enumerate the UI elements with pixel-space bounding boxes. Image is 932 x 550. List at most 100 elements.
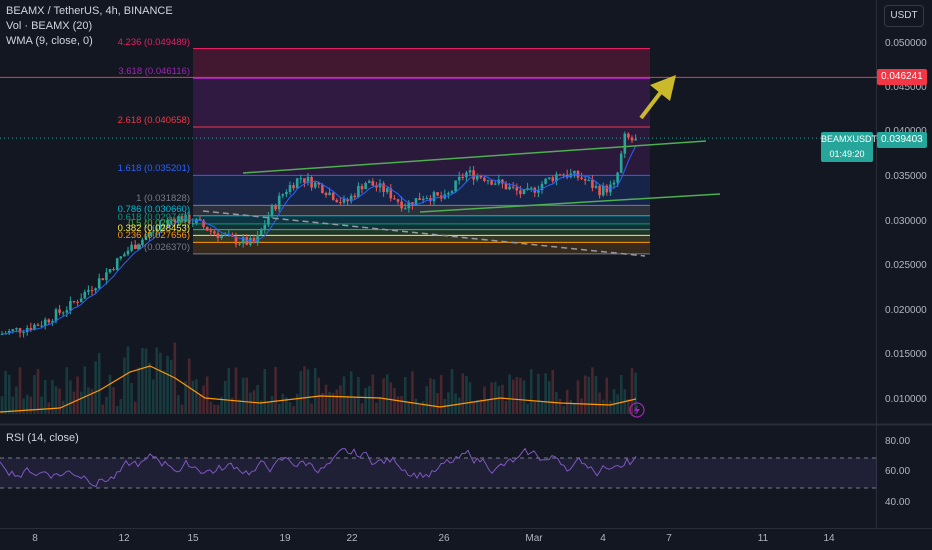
candle-body: [94, 288, 97, 291]
candle-body: [295, 178, 299, 189]
candle-body: [493, 183, 497, 185]
volume-bar: [267, 402, 270, 414]
volume-bar: [634, 372, 637, 414]
candle-body: [601, 185, 605, 196]
candle-body: [594, 185, 598, 188]
candle-body: [558, 174, 562, 176]
volume-bar: [367, 386, 371, 414]
volume-bar: [619, 374, 623, 414]
price-axis-tick: 0.015000: [885, 349, 927, 360]
volume-bar: [454, 393, 457, 414]
candle-body: [447, 193, 450, 195]
volume-bar: [504, 401, 508, 414]
volume-bar: [58, 388, 61, 414]
volume-bar: [249, 392, 252, 414]
volume-bar: [238, 399, 241, 414]
volume-bar: [490, 382, 493, 414]
volume-bar: [36, 368, 40, 414]
candle-body: [245, 237, 249, 245]
volume-bar: [90, 389, 94, 414]
candle-body: [259, 229, 263, 235]
volume-bar: [259, 400, 263, 414]
candle-body: [252, 238, 256, 244]
volume-bar: [551, 369, 555, 414]
volume-bar: [61, 400, 65, 414]
candle-body: [130, 244, 133, 251]
volume-bar: [522, 380, 526, 414]
volume-bar: [303, 366, 306, 414]
candle-body: [367, 181, 371, 183]
symbol-title[interactable]: BEAMX / TetherUS, 4h, BINANCE: [6, 5, 173, 17]
fib-zone: [193, 215, 650, 224]
volume-bar: [457, 397, 461, 414]
volume-bar: [281, 393, 285, 414]
candle-body: [400, 201, 403, 209]
candle-body: [97, 278, 101, 289]
rsi-band: [0, 458, 877, 488]
volume-bar: [479, 399, 483, 414]
candle-body: [47, 319, 51, 323]
candle-body: [375, 185, 378, 188]
rsi-label[interactable]: RSI (14, close): [6, 432, 79, 444]
volume-indicator-label[interactable]: Vol · BEAMX (20): [6, 20, 93, 32]
volume-bar: [389, 382, 393, 414]
volume-bar: [573, 403, 576, 414]
wma-indicator-label[interactable]: WMA (9, close, 0): [6, 35, 93, 47]
candle-body: [436, 192, 439, 196]
volume-bar: [299, 371, 303, 414]
candle-body: [18, 328, 22, 333]
candle-body: [36, 324, 40, 326]
candle-body: [281, 194, 285, 196]
volume-bar: [119, 399, 123, 414]
symbol-tag-name: BEAMXUSDT: [821, 134, 878, 144]
volume-bar: [447, 392, 450, 414]
candle-body: [0, 333, 4, 335]
candle-body: [547, 177, 551, 179]
volume-bar: [295, 393, 299, 414]
candle-body: [33, 324, 36, 330]
candle-body: [349, 195, 353, 202]
volume-bar: [288, 402, 292, 414]
volume-bar: [195, 379, 198, 414]
candle-body: [562, 174, 565, 176]
volume-bar: [101, 404, 105, 414]
candle-body: [209, 230, 213, 232]
candle-body: [234, 236, 238, 245]
volume-bar: [616, 394, 619, 414]
candle-body: [385, 188, 389, 193]
candle-body: [360, 185, 364, 190]
volume-bar: [130, 382, 133, 414]
candle-body: [429, 197, 432, 202]
candle-body: [583, 179, 587, 181]
volume-bar: [256, 384, 259, 414]
candle-body: [213, 231, 216, 234]
rsi-axis-tick: 40.00: [885, 497, 911, 508]
candle-body: [155, 228, 159, 232]
candle-body: [180, 216, 184, 222]
volume-bar: [87, 387, 90, 414]
time-axis-tick: 15: [187, 533, 199, 544]
volume-bar: [558, 398, 562, 414]
time-axis-tick: 26: [438, 533, 450, 544]
candle-body: [407, 202, 411, 209]
candle-body: [112, 269, 115, 271]
candle-body: [220, 235, 223, 239]
candle-body: [216, 233, 220, 239]
fib-level-label: 0.618 (0.029743): [117, 211, 190, 223]
candle-body: [623, 133, 627, 154]
currency-button[interactable]: USDT: [884, 5, 924, 27]
volume-bar: [79, 391, 83, 414]
candle-body: [191, 223, 195, 225]
candle-body: [335, 199, 339, 203]
candle-body: [461, 176, 465, 178]
volume-bar: [223, 380, 227, 414]
volume-bar: [425, 386, 429, 414]
volume-bar: [144, 348, 148, 414]
volume-bar: [205, 376, 209, 414]
volume-bar: [580, 398, 583, 414]
fib-level-label: 0 (0.026370): [136, 241, 190, 253]
volume-bar: [378, 396, 382, 414]
candle-body: [288, 185, 292, 193]
